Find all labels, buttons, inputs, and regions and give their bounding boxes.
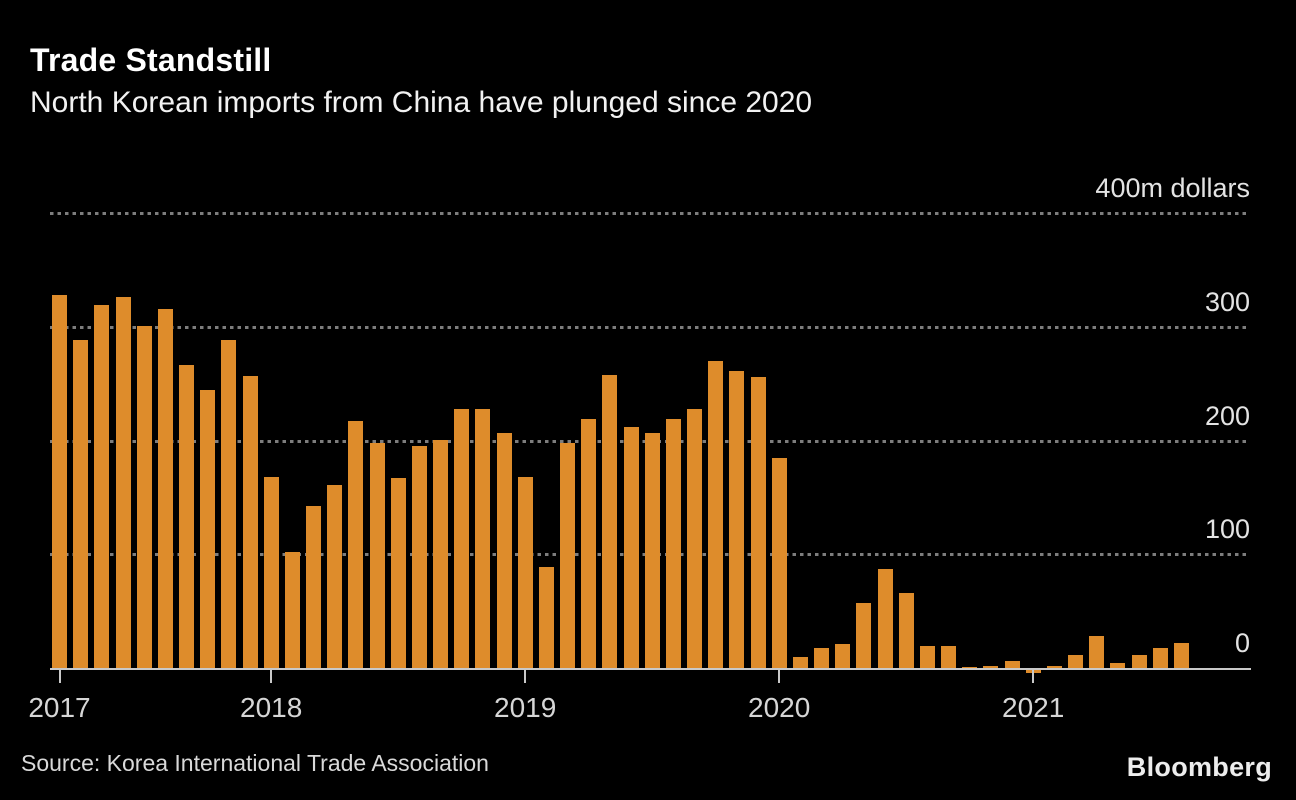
bar-2017-03 bbox=[52, 295, 67, 668]
bar-2017-11 bbox=[221, 340, 237, 668]
bar-2018-05 bbox=[348, 421, 364, 668]
y-axis-label-100: 100 bbox=[1204, 514, 1250, 544]
bar-2017-04 bbox=[73, 340, 89, 668]
x-axis-line bbox=[50, 668, 1251, 670]
x-axis-tick-2018 bbox=[270, 670, 273, 683]
bar-2020-07 bbox=[898, 593, 914, 668]
chart-subtitle: North Korean imports from China have plu… bbox=[30, 86, 813, 119]
bar-2019-09 bbox=[687, 409, 702, 668]
y-axis-label-200: 200 bbox=[1204, 401, 1250, 431]
bar-2019-06 bbox=[623, 427, 639, 668]
bar-2019-03 bbox=[560, 443, 575, 668]
bar-2019-10 bbox=[708, 361, 724, 668]
bar-2020-04 bbox=[835, 644, 851, 668]
bar-2019-02 bbox=[538, 567, 554, 668]
bar-2018-10 bbox=[454, 409, 470, 668]
bar-2017-10 bbox=[200, 390, 216, 668]
bar-2020-09 bbox=[941, 646, 956, 668]
bar-2017-07 bbox=[136, 326, 152, 668]
bar-2020-02 bbox=[792, 657, 808, 668]
x-axis-year-label-2021: 2021 bbox=[1002, 692, 1065, 723]
bar-2017-08 bbox=[157, 309, 173, 668]
bar-2019-11 bbox=[729, 371, 745, 668]
bar-2020-03 bbox=[814, 648, 829, 668]
bar-2021-07 bbox=[1152, 648, 1168, 668]
bar-2018-09 bbox=[433, 440, 448, 668]
bar-2018-11 bbox=[475, 409, 491, 668]
bar-2018-12 bbox=[496, 433, 512, 668]
bloomberg-logo: Bloomberg bbox=[1126, 752, 1272, 782]
bar-2019-07 bbox=[644, 433, 660, 668]
bar-2017-12 bbox=[242, 376, 258, 668]
x-axis-tick-2019 bbox=[524, 670, 527, 683]
bar-2019-04 bbox=[581, 419, 597, 668]
x-axis-year-label-2017: 2017 bbox=[28, 692, 91, 723]
source-credit: Source: Korea International Trade Associ… bbox=[21, 750, 489, 776]
bar-2021-04 bbox=[1089, 636, 1105, 668]
bar-2021-06 bbox=[1131, 655, 1147, 668]
bar-2019-08 bbox=[665, 419, 681, 668]
bar-2019-05 bbox=[602, 375, 618, 668]
bar-2019-12 bbox=[750, 377, 766, 668]
bar-2018-08 bbox=[411, 446, 427, 668]
bar-2018-02 bbox=[284, 552, 300, 668]
bar-2018-06 bbox=[369, 443, 385, 668]
bar-2021-05 bbox=[1110, 663, 1126, 668]
bar-2018-04 bbox=[327, 485, 343, 668]
bar-2017-06 bbox=[115, 297, 131, 668]
x-axis-year-label-2020: 2020 bbox=[748, 692, 811, 723]
bar-2020-10 bbox=[962, 667, 978, 668]
bar-2018-03 bbox=[306, 506, 321, 668]
bar-2017-05 bbox=[94, 305, 110, 668]
bar-2019-01 bbox=[517, 477, 533, 668]
bar-2020-01 bbox=[771, 458, 787, 668]
bar-2018-07 bbox=[390, 478, 406, 668]
x-axis-year-label-2019: 2019 bbox=[494, 692, 557, 723]
bar-2020-05 bbox=[856, 603, 872, 668]
y-axis-label-0: 0 bbox=[1234, 628, 1250, 658]
x-axis-tick-2017 bbox=[58, 670, 61, 683]
chart-title: Trade Standstill bbox=[30, 42, 272, 78]
bar-2020-12 bbox=[1004, 661, 1020, 668]
gridline-300 bbox=[50, 326, 1250, 329]
bar-2017-09 bbox=[179, 365, 194, 668]
bar-2021-02 bbox=[1046, 666, 1062, 668]
x-axis-year-label-2018: 2018 bbox=[240, 692, 303, 723]
gridline-400 bbox=[50, 212, 1250, 215]
bar-2018-01 bbox=[263, 477, 279, 668]
y-axis-label-300: 300 bbox=[1204, 287, 1250, 317]
bar-2021-03 bbox=[1068, 655, 1083, 668]
bar-2021-08 bbox=[1173, 643, 1189, 668]
bar-2020-11 bbox=[983, 666, 999, 668]
x-axis-tick-2021 bbox=[1032, 670, 1035, 683]
bar-2020-08 bbox=[919, 646, 935, 668]
x-axis-tick-2020 bbox=[778, 670, 781, 683]
y-axis-label-400: 400m dollars bbox=[1095, 173, 1250, 203]
bar-2020-06 bbox=[877, 569, 893, 668]
